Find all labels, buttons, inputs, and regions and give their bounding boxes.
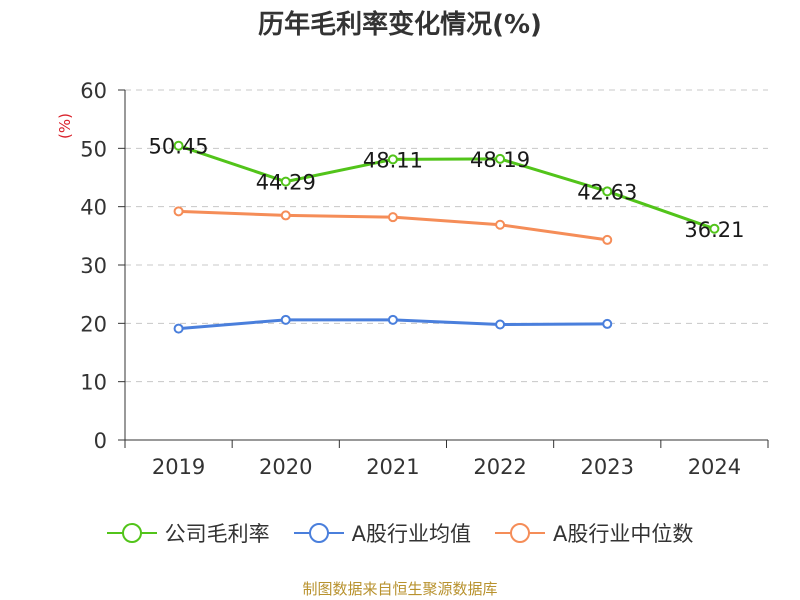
x-tick-label: 2019	[152, 455, 205, 479]
data-point	[602, 186, 613, 197]
y-tick-label: 30	[80, 254, 107, 278]
data-label: 48.11	[363, 148, 423, 172]
data-point	[387, 154, 398, 165]
data-label: 50.45	[149, 135, 209, 159]
legend-swatch-marker	[510, 523, 530, 543]
legend-label: A股行业均值	[351, 522, 471, 546]
data-point	[709, 223, 720, 234]
y-tick-label: 10	[80, 371, 107, 395]
data-point	[387, 212, 398, 223]
data-point	[173, 206, 184, 217]
chart-title: 历年毛利率变化情况(%)	[258, 10, 542, 40]
data-point	[495, 319, 506, 330]
data-point	[280, 210, 291, 221]
x-tick-label: 2023	[581, 455, 634, 479]
data-point	[387, 314, 398, 325]
y-axis-label: (%)	[56, 113, 74, 139]
legend-swatch	[293, 523, 344, 543]
series-lines	[173, 140, 720, 334]
data-label: 36.21	[684, 218, 744, 242]
data-point	[602, 234, 613, 245]
x-tick-label: 2021	[366, 455, 419, 479]
data-point	[495, 219, 506, 230]
axes: 0 10 20 30 40 50 60 (%) 2019 2020 2021 2022 2023 2024	[56, 79, 769, 479]
legend-item[interactable]: A股行业中位数	[495, 518, 693, 548]
legend-swatch-marker	[308, 523, 329, 543]
data-point	[495, 153, 506, 164]
data-point	[280, 314, 291, 325]
legend-swatch	[106, 523, 157, 543]
data-point	[173, 140, 184, 151]
x-tick-label: 2020	[259, 455, 312, 479]
data-point	[173, 323, 184, 334]
y-tick-label: 0	[94, 429, 107, 453]
y-tick-label: 40	[80, 196, 107, 220]
data-label: 48.19	[470, 148, 530, 172]
data-point	[602, 318, 613, 329]
data-point	[280, 176, 291, 187]
source-note: 制图数据来自恒生聚源数据库	[302, 580, 498, 598]
legend-item[interactable]: A股行业均值	[293, 518, 471, 548]
y-tick-label: 20	[80, 312, 107, 336]
legend-swatch	[495, 523, 545, 543]
legend-label: A股行业中位数	[553, 522, 694, 546]
x-tick-label: 2022	[473, 455, 526, 479]
data-labels: 50.45 44.29 48.11 48.19 42.63 36.21	[149, 135, 745, 242]
y-tick-label: 50	[80, 137, 107, 161]
legend: 公司毛利率 A股行业均值 A股行业中位数	[0, 518, 800, 548]
legend-item[interactable]: 公司毛利率	[106, 518, 270, 548]
data-label: 42.63	[577, 180, 637, 204]
y-tick-label: 60	[80, 79, 107, 103]
grid-lines	[125, 89, 768, 383]
legend-label: 公司毛利率	[164, 522, 270, 546]
x-tick-label: 2024	[688, 455, 741, 479]
data-label: 44.29	[256, 171, 316, 195]
legend-swatch-marker	[121, 523, 142, 543]
series-line	[178, 144, 715, 231]
